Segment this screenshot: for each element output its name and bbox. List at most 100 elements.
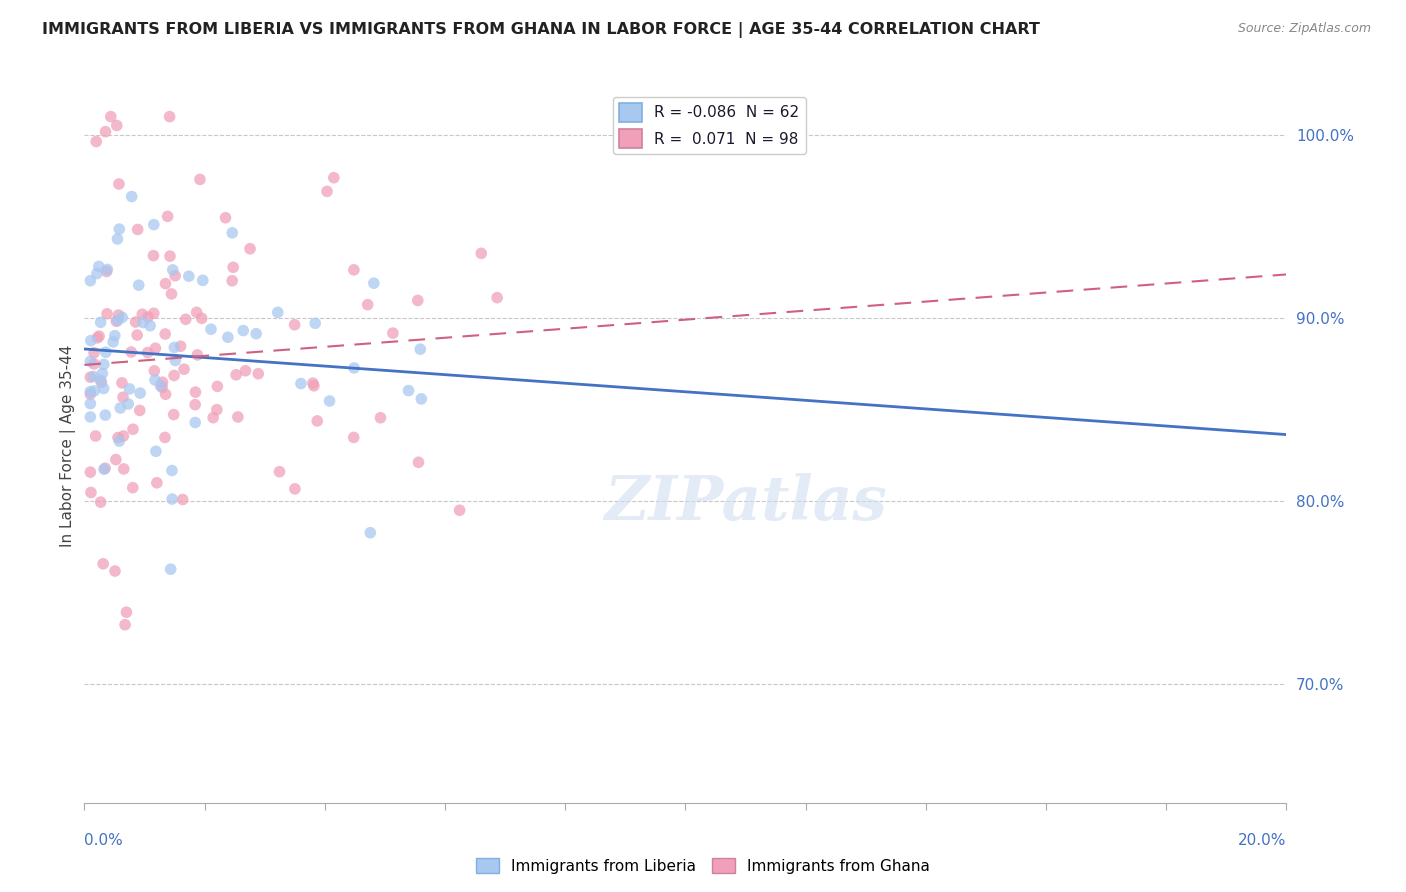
Point	[124, 315, 146, 329]
Point	[142, 218, 165, 232]
Point	[370, 410, 392, 425]
Point	[232, 324, 254, 338]
Point	[79, 384, 101, 399]
Point	[381, 326, 404, 340]
Point	[96, 307, 118, 321]
Point	[150, 380, 173, 394]
Point	[470, 246, 492, 260]
Point	[146, 475, 169, 490]
Point	[136, 310, 159, 324]
Point	[80, 485, 103, 500]
Point	[214, 211, 236, 225]
Point	[107, 308, 129, 322]
Point	[186, 305, 208, 319]
Point	[112, 462, 135, 476]
Text: IMMIGRANTS FROM LIBERIA VS IMMIGRANTS FROM GHANA IN LABOR FORCE | AGE 35-44 CORR: IMMIGRANTS FROM LIBERIA VS IMMIGRANTS FR…	[42, 22, 1040, 38]
Point	[87, 329, 110, 343]
Legend: Immigrants from Liberia, Immigrants from Ghana: Immigrants from Liberia, Immigrants from…	[470, 852, 936, 880]
Point	[290, 376, 312, 391]
Point	[94, 461, 117, 475]
Point	[105, 119, 128, 133]
Point	[188, 172, 211, 186]
Point	[90, 315, 112, 329]
Point	[152, 375, 174, 389]
Point	[202, 410, 225, 425]
Point	[177, 269, 200, 284]
Text: 0.0%: 0.0%	[84, 833, 124, 848]
Point	[96, 264, 118, 278]
Point	[411, 392, 433, 406]
Point	[79, 370, 101, 384]
Point	[225, 368, 247, 382]
Text: Source: ZipAtlas.com: Source: ZipAtlas.com	[1237, 22, 1371, 36]
Point	[83, 384, 105, 398]
Point	[143, 364, 166, 378]
Point	[118, 382, 141, 396]
Point	[191, 273, 214, 287]
Point	[108, 177, 131, 191]
Point	[131, 307, 153, 321]
Point	[269, 465, 291, 479]
Point	[406, 293, 429, 308]
Point	[93, 462, 115, 476]
Point	[217, 330, 239, 344]
Point	[122, 422, 145, 436]
Point	[160, 491, 183, 506]
Point	[79, 409, 101, 424]
Point	[79, 397, 101, 411]
Point	[222, 260, 245, 275]
Point	[94, 345, 117, 359]
Point	[245, 326, 267, 341]
Point	[86, 267, 108, 281]
Point	[84, 135, 107, 149]
Point	[174, 312, 197, 326]
Y-axis label: In Labor Force | Age 35-44: In Labor Force | Age 35-44	[60, 345, 76, 547]
Point	[163, 368, 186, 383]
Point	[112, 429, 135, 443]
Point	[316, 185, 339, 199]
Point	[90, 376, 112, 390]
Point	[117, 397, 139, 411]
Point	[96, 262, 118, 277]
Point	[226, 409, 249, 424]
Point	[165, 268, 187, 283]
Point	[108, 434, 131, 449]
Point	[111, 310, 134, 325]
Point	[221, 226, 243, 240]
Point	[120, 345, 142, 359]
Point	[156, 210, 179, 224]
Point	[247, 367, 270, 381]
Point	[159, 562, 181, 576]
Point	[186, 348, 208, 362]
Point	[94, 125, 117, 139]
Point	[91, 557, 114, 571]
Point	[221, 274, 243, 288]
Point	[165, 353, 187, 368]
Point	[159, 249, 181, 263]
Point	[155, 387, 177, 401]
Point	[128, 278, 150, 293]
Point	[172, 492, 194, 507]
Point	[108, 222, 131, 236]
Point	[121, 189, 143, 203]
Point	[239, 242, 262, 256]
Point	[363, 276, 385, 290]
Point	[86, 331, 108, 345]
Point	[136, 345, 159, 359]
Point	[90, 495, 112, 509]
Point	[128, 403, 150, 417]
Point	[115, 605, 138, 619]
Point	[159, 110, 181, 124]
Point	[200, 322, 222, 336]
Point	[127, 222, 149, 236]
Point	[129, 386, 152, 401]
Point	[104, 564, 127, 578]
Point	[307, 414, 329, 428]
Point	[142, 306, 165, 320]
Point	[322, 170, 344, 185]
Point	[79, 387, 101, 401]
Point	[318, 394, 340, 409]
Point	[184, 398, 207, 412]
Point	[142, 249, 165, 263]
Point	[173, 362, 195, 376]
